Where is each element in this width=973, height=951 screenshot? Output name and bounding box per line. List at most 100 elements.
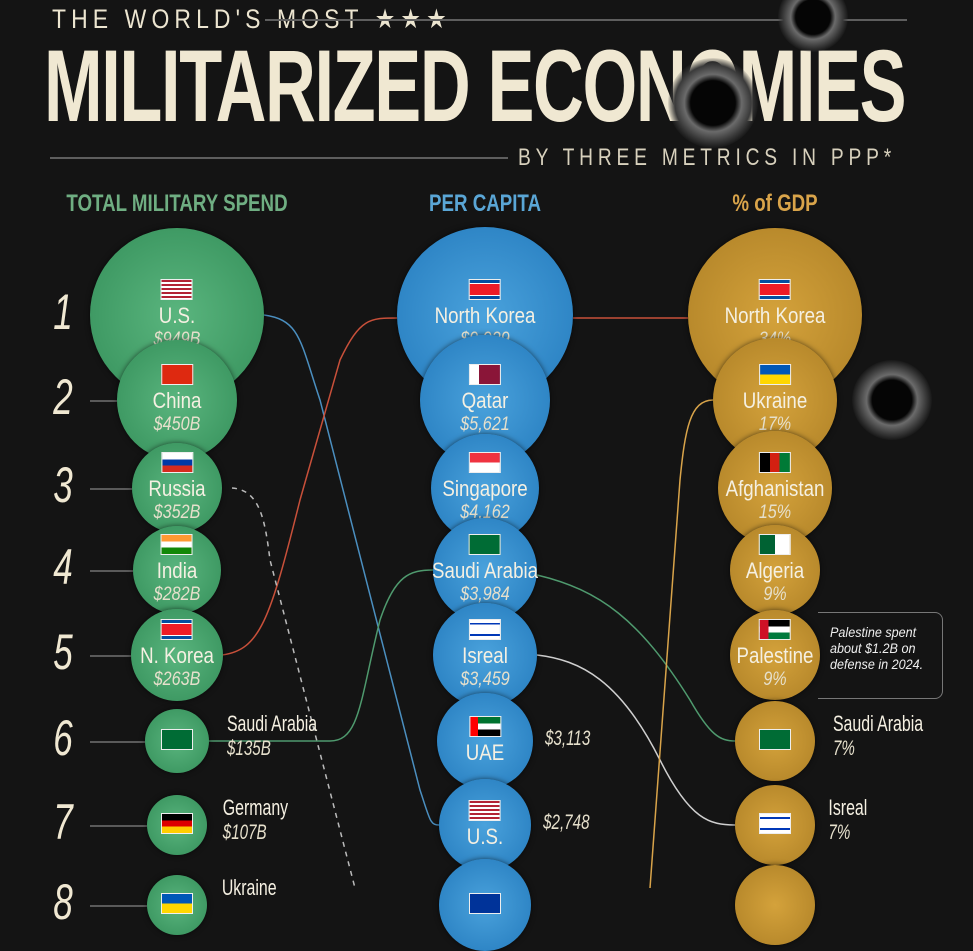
rank-number: 7 xyxy=(53,794,73,850)
rank-number: 8 xyxy=(53,874,73,930)
country-label: Palestine xyxy=(736,643,814,668)
value-label: $263B xyxy=(153,669,201,690)
total-bubble: India $282B xyxy=(133,526,221,614)
russia-flag-icon xyxy=(161,452,193,473)
side-label: Saudi Arabia $135B xyxy=(219,711,325,761)
country-label: China xyxy=(152,388,202,413)
value-label: 17% xyxy=(758,414,792,435)
country-label: U.S. xyxy=(158,303,196,328)
rank-number: 4 xyxy=(53,539,73,595)
value-label: $3,984 xyxy=(460,584,510,605)
india-flag-icon xyxy=(160,534,193,555)
rank-line xyxy=(90,741,145,743)
value-label: $3,113 xyxy=(544,727,591,750)
per-capita-bubble xyxy=(439,859,531,951)
rank-line xyxy=(90,655,131,657)
us-flag-icon xyxy=(160,279,193,300)
country-label: Saudi Arabia xyxy=(226,711,318,736)
country-label: Ukraine xyxy=(742,388,808,413)
gdp-bubble: Palestine 9% xyxy=(730,610,820,700)
note-box xyxy=(818,612,943,699)
value-label: 7% xyxy=(832,737,855,760)
country-label: Afghanistan xyxy=(725,476,825,501)
rank-line xyxy=(90,488,132,490)
side-label: $3,113 xyxy=(541,727,594,751)
country-label: UAE xyxy=(465,740,505,765)
israel-flag-icon xyxy=(759,813,791,834)
north-korea-flag-icon xyxy=(160,619,193,640)
algeria-flag-icon xyxy=(758,534,791,555)
value-label: $450B xyxy=(153,414,201,435)
ukraine-flag-icon xyxy=(759,364,791,385)
rank-number: 3 xyxy=(53,457,73,513)
country-label: North Korea xyxy=(434,303,536,328)
side-label: Ukraine xyxy=(217,875,281,901)
uae-flag-icon xyxy=(469,716,501,737)
connector-line xyxy=(536,654,736,826)
connector-line xyxy=(649,399,714,888)
side-label: Saudi Arabia 7% xyxy=(825,711,931,761)
total-bubble xyxy=(145,709,209,773)
total-bubble xyxy=(147,795,207,855)
note-text: Palestine spent about $1.2B on defense i… xyxy=(830,624,924,672)
qatar-flag-icon xyxy=(469,364,501,385)
value-label: 9% xyxy=(763,584,787,605)
country-label: U.S. xyxy=(466,824,504,849)
country-label: Germany xyxy=(222,795,289,820)
country-label: N. Korea xyxy=(140,643,214,668)
value-label: $5,621 xyxy=(460,414,510,435)
rank-line xyxy=(90,905,147,907)
value-label: 9% xyxy=(763,669,787,690)
value-label: 7% xyxy=(828,821,851,844)
page-title: MILITARIZED ECONOMIES xyxy=(44,29,907,143)
connector-line xyxy=(231,487,356,888)
gdp-bubble xyxy=(735,701,815,781)
value-label: $4,162 xyxy=(460,502,510,523)
north-korea-flag-icon xyxy=(469,279,501,300)
palestine-flag-icon xyxy=(758,619,791,640)
value-label: $107B xyxy=(222,821,267,844)
rank-line xyxy=(90,400,117,402)
ukraine-flag-icon xyxy=(161,893,193,914)
rank-line xyxy=(90,570,133,572)
bullet-hole-icon xyxy=(668,58,758,148)
gdp-bubble xyxy=(735,865,815,945)
afghanistan-flag-icon xyxy=(758,452,791,473)
rank-number: 6 xyxy=(53,710,73,766)
connector-line xyxy=(263,314,440,826)
eu-flag-icon xyxy=(469,893,501,914)
value-label: $3,459 xyxy=(460,669,510,690)
country-label: Qatar xyxy=(461,388,509,413)
side-label: Germany $107B xyxy=(217,795,294,845)
country-label: Saudi Arabia xyxy=(832,711,924,736)
connector-line xyxy=(221,317,398,656)
total-bubble: N. Korea $263B xyxy=(131,609,223,701)
connector-line xyxy=(536,574,736,742)
value-label: $135B xyxy=(226,737,271,760)
total-bubble: Russia $352B xyxy=(132,443,222,533)
saudi-flag-icon xyxy=(161,729,193,750)
value-label: $2,748 xyxy=(543,811,590,834)
value-label: $352B xyxy=(153,502,201,523)
gdp-bubble: Algeria 9% xyxy=(730,525,820,615)
country-label: Singapore xyxy=(442,476,528,501)
total-bubble xyxy=(147,875,207,935)
china-flag-icon xyxy=(160,364,193,385)
rank-line xyxy=(90,825,147,827)
bullet-hole-icon xyxy=(852,360,932,440)
per-capita-bubble: Isreal $3,459 xyxy=(433,603,537,707)
divider xyxy=(265,19,907,21)
column-header-per-capita: PER CAPITA xyxy=(428,190,541,217)
value-label: $282B xyxy=(153,584,201,605)
total-bubble: China $450B xyxy=(117,340,237,460)
gdp-bubble xyxy=(735,785,815,865)
country-label: Saudi Arabia xyxy=(431,558,539,583)
column-header-total: TOTAL MILITARY SPEND xyxy=(66,190,288,217)
country-label: North Korea xyxy=(724,303,826,328)
us-flag-icon xyxy=(468,800,501,821)
saudi-flag-icon xyxy=(468,534,501,555)
per-capita-bubble: U.S. xyxy=(439,779,531,871)
connector-lines xyxy=(209,314,736,888)
country-label: Algeria xyxy=(745,558,805,583)
saudi-flag-icon xyxy=(759,729,791,750)
